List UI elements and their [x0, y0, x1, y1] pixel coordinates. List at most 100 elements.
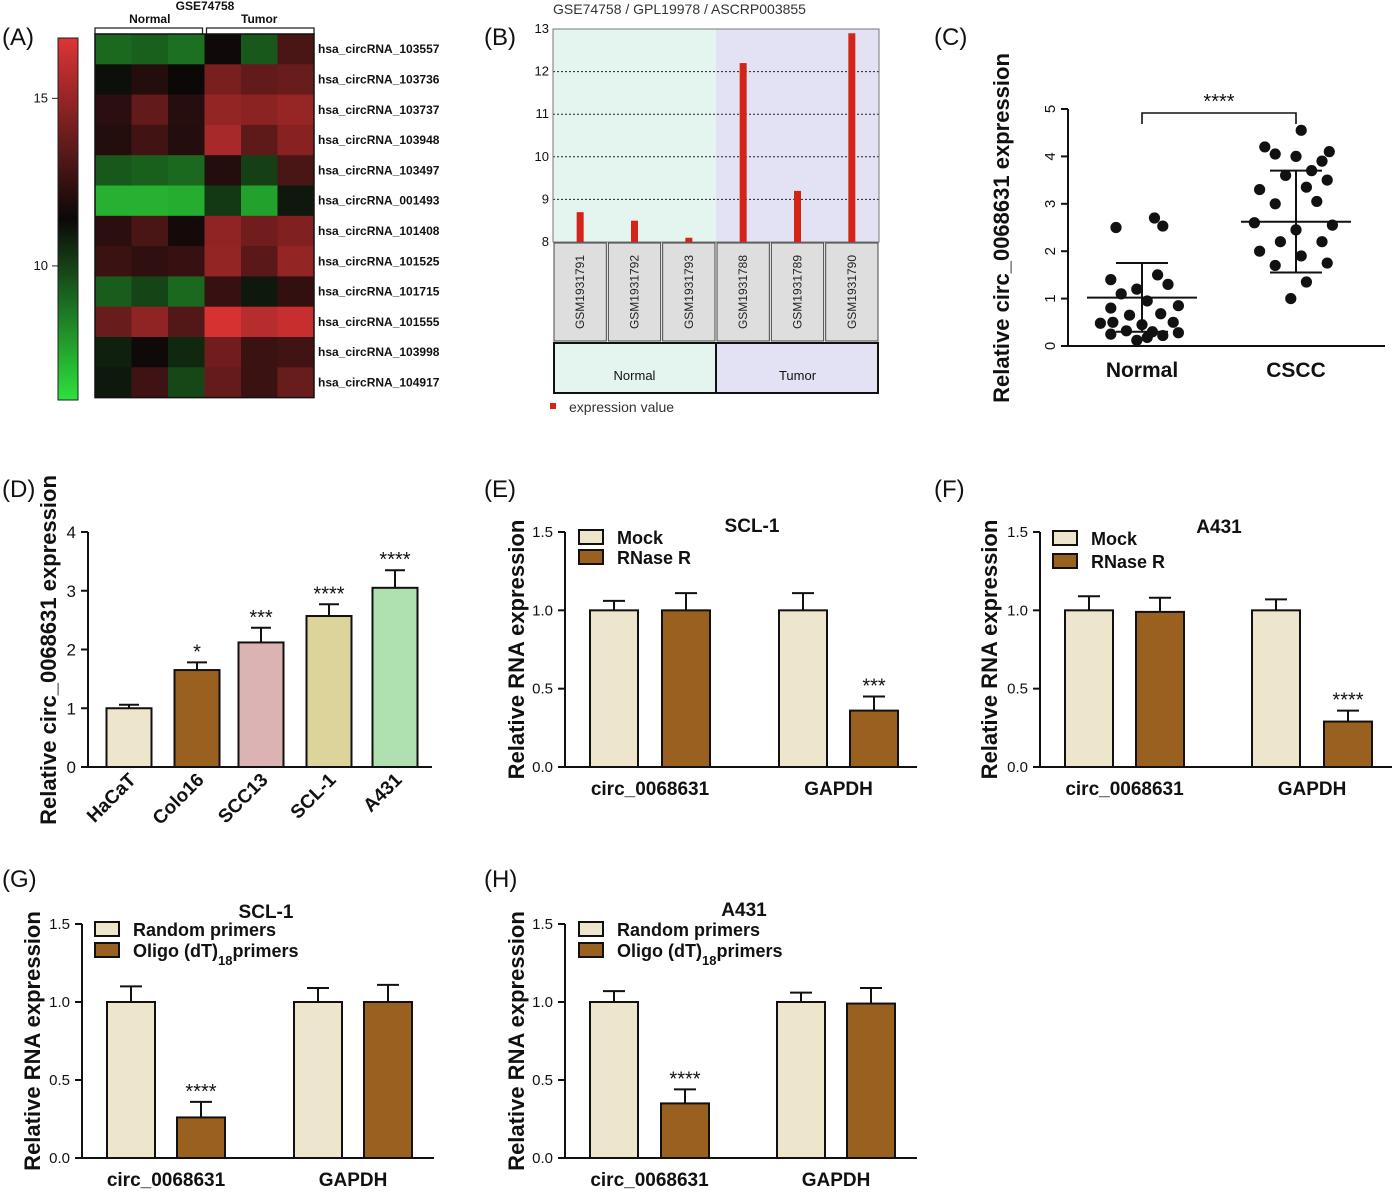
- bar: [776, 1001, 826, 1159]
- heatmap-title: GSE74758: [176, 0, 235, 13]
- y-axis-title: Relative circ_0068631 expression: [989, 53, 1014, 403]
- bar: [293, 1001, 343, 1159]
- legend-label: Mock: [1091, 529, 1138, 549]
- significance-label: ****: [379, 549, 410, 571]
- heatmap-cell: [95, 185, 132, 217]
- data-point: [1316, 155, 1328, 167]
- heatmap-cell: [168, 276, 205, 308]
- heatmap-cell: [277, 306, 315, 338]
- heatmap-row-label: hsa_circRNA_103557: [318, 42, 440, 56]
- chart-title: SCL-1: [725, 516, 780, 537]
- geo-title: GSE74758 / GPL19978 / ASCRP003855: [553, 1, 806, 17]
- panel-label-e: (E): [484, 476, 516, 503]
- heatmap-cell: [95, 64, 132, 96]
- y-axis-title: Relative RNA expression: [504, 520, 529, 780]
- bar: [660, 1102, 710, 1160]
- data-point: [1167, 316, 1179, 328]
- heatmap-cell: [95, 124, 132, 156]
- heatmap-row-label: hsa_circRNA_103948: [318, 133, 440, 147]
- x-category-label: GAPDH: [802, 1170, 871, 1191]
- data-point: [1290, 150, 1302, 162]
- y-tick-label: 9: [542, 191, 549, 206]
- sample-box: [607, 242, 662, 342]
- significance-label: ****: [669, 1068, 700, 1090]
- bar: [173, 669, 221, 768]
- heatmap-cell: [95, 306, 132, 338]
- heatmap-cell: [131, 337, 169, 368]
- data-point: [1280, 169, 1292, 181]
- y-tick-label: 3: [67, 582, 76, 601]
- y-tick-label: 1.0: [1007, 602, 1028, 619]
- y-tick-label: 2: [67, 641, 76, 660]
- bar: [846, 1002, 896, 1159]
- heatmap-cell: [241, 64, 278, 96]
- x-category-label: A431: [360, 769, 407, 816]
- heatmap-row-label: hsa_circRNA_103998: [318, 345, 440, 359]
- y-axis-title: Relative RNA expression: [504, 911, 529, 1171]
- heatmap-cell: [131, 276, 169, 308]
- x-category-label: circ_0068631: [591, 779, 710, 800]
- colorbar: [57, 37, 79, 401]
- bar: [363, 1001, 413, 1159]
- legend-text: primers: [716, 941, 782, 961]
- normal-background: [553, 29, 716, 242]
- group-label-normal: Normal: [129, 12, 170, 26]
- legend-subscript: 18: [702, 953, 716, 968]
- heatmap-row-label: hsa_circRNA_104917: [318, 375, 440, 389]
- heatmap-cell: [204, 185, 242, 217]
- data-point: [1148, 212, 1161, 224]
- data-point: [1321, 257, 1333, 269]
- bar: [589, 1001, 639, 1159]
- x-category-label: SCL-1: [287, 769, 341, 823]
- y-tick-label: 8: [542, 234, 549, 249]
- legend-text: primers: [232, 941, 298, 961]
- heatmap-cell: [277, 155, 315, 186]
- data-point: [1141, 331, 1153, 344]
- heatmap-cell: [277, 337, 315, 368]
- heatmap-cell: [204, 276, 242, 308]
- data-point: [1123, 309, 1136, 321]
- heatmap-cell: [95, 276, 132, 308]
- y-tick-label: 1.0: [49, 994, 70, 1011]
- y-tick-label: 5: [1042, 105, 1059, 113]
- bar: [371, 586, 419, 768]
- y-tick-label: 0.0: [1007, 759, 1028, 776]
- group-box-normal: [553, 342, 717, 394]
- heatmap-cell: [168, 367, 205, 399]
- data-point: [1107, 316, 1119, 328]
- heatmap-cell: [277, 215, 315, 247]
- heatmap-cell: [204, 64, 242, 96]
- heatmap-cell: [168, 155, 205, 186]
- y-tick-label: 0.0: [532, 1150, 553, 1167]
- legend-swatch: [578, 529, 604, 545]
- data-point: [1321, 174, 1333, 186]
- expression-bar: [576, 212, 584, 242]
- data-point: [1105, 274, 1117, 286]
- heatmap-row-label: hsa_circRNA_001493: [318, 194, 440, 208]
- x-category-label: HaCaT: [83, 769, 141, 827]
- y-tick-label: 1: [1042, 294, 1059, 302]
- heatmap-cell: [131, 367, 169, 399]
- significance-label: ***: [862, 676, 886, 698]
- data-point: [1254, 183, 1266, 196]
- bar: [661, 609, 711, 768]
- heatmap-cell: [277, 367, 315, 399]
- heatmap-cell: [131, 94, 169, 126]
- heatmap-cell: [204, 337, 242, 368]
- heatmap-cell: [241, 124, 278, 156]
- heatmap-cell: [168, 246, 205, 277]
- x-category-label: SCC13: [214, 770, 272, 828]
- data-point: [1172, 327, 1184, 339]
- heatmap-cell: [241, 246, 278, 277]
- y-tick-label: 4: [67, 523, 76, 542]
- heatmap-cell: [168, 337, 205, 368]
- bar: [849, 709, 899, 768]
- data-point: [1155, 308, 1167, 320]
- significance-label: ****: [1332, 690, 1363, 712]
- bar: [589, 609, 639, 768]
- data-point: [1259, 141, 1271, 153]
- heatmap-cell: [131, 306, 169, 338]
- panel-label-a: (A): [2, 24, 34, 51]
- expression-bar: [685, 237, 693, 242]
- heatmap-cell: [168, 306, 205, 338]
